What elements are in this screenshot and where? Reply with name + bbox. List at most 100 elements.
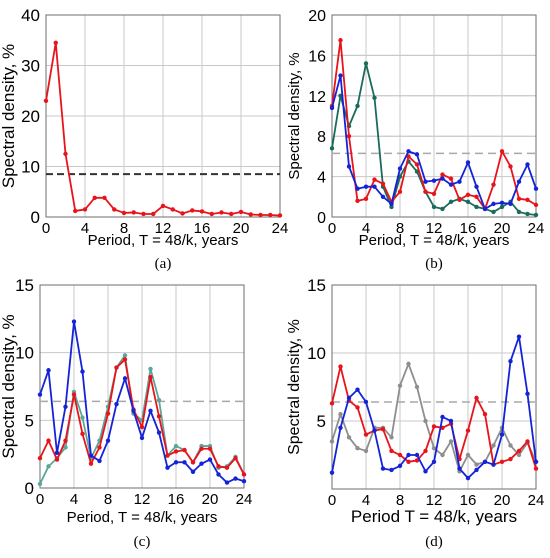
data-point [73,208,78,214]
data-point [431,178,437,183]
panel-label: (c) [134,534,151,550]
data-point [346,134,352,139]
data-point [406,361,411,367]
data-point [88,461,94,466]
y-axis-label: Spectral density, % [286,52,303,179]
x-tick-label: 0 [328,220,336,237]
data-point [414,384,420,390]
data-point [533,212,539,218]
data-point [499,204,505,210]
y-tick-label: 8 [317,129,326,146]
data-point [457,466,462,471]
data-point [329,401,335,406]
data-point [465,428,471,433]
data-point [82,207,88,212]
data-point [233,456,238,461]
data-point [241,472,247,477]
data-point [346,164,352,169]
data-point [389,467,394,473]
data-point [122,357,128,362]
data-point [329,470,335,475]
data-point [207,446,213,451]
data-point [355,446,360,451]
panel-label: (b) [425,256,443,272]
data-point [423,418,428,424]
data-point [80,415,85,420]
y-tick-label: 10 [15,344,34,363]
data-point [423,179,428,184]
data-point [199,209,205,214]
data-point [474,462,479,467]
data-point [233,476,238,481]
data-point [224,465,230,470]
plot-frame [39,284,245,489]
data-point [372,428,377,433]
data-point [440,206,445,212]
x-tick-label: 0 [36,491,44,508]
data-point [372,177,377,182]
data-point [114,365,119,370]
y-tick-label: 4 [317,170,326,187]
data-point [414,162,420,167]
data-point [474,184,479,189]
data-point [148,366,153,372]
y-tick-label: 15 [15,276,34,295]
data-point [423,189,428,194]
data-point [474,204,479,210]
data-point [329,105,335,111]
data-point [448,182,454,187]
data-point [525,439,530,444]
data-point [71,319,77,324]
data-point [423,469,428,474]
x-axis-label: Period, T = 48/k, years [67,509,218,526]
data-point [406,149,411,154]
y-tick-label: 15 [307,276,326,295]
data-point [406,452,411,458]
x-axis-label: Period T = 48/k, years [351,507,517,526]
y-tick-label: 0 [25,479,34,498]
data-point [37,456,43,461]
x-tick-label: 16 [460,220,477,237]
x-tick-label: 16 [168,491,185,508]
data-point [491,443,496,448]
data-point [508,164,513,169]
data-point [338,364,343,369]
data-point [141,211,146,217]
data-point [533,202,539,208]
y-tick-label: 0 [317,210,326,227]
data-point [199,461,204,466]
data-point [516,209,522,215]
data-point [355,103,360,109]
data-point [156,430,162,435]
data-point [355,198,360,204]
data-point [190,469,196,474]
data-point [156,414,162,419]
data-point [190,460,196,465]
data-point [389,435,394,440]
data-point [414,458,420,463]
data-point [363,184,369,189]
data-point [397,383,403,388]
data-point [465,452,471,458]
data-point [121,210,127,216]
x-tick-label: 20 [494,492,511,509]
data-point [465,192,471,197]
data-point [131,408,136,414]
data-point [431,204,437,210]
x-tick-label: 16 [194,220,211,237]
data-point [199,446,204,451]
data-point [165,453,170,458]
data-point [474,467,479,473]
data-point [363,61,369,66]
x-tick-label: 8 [396,492,404,509]
data-point [397,166,403,171]
y-tick-label: 12 [308,89,326,106]
y-axis-label: Spectral density, % [0,314,18,458]
data-point [397,452,403,458]
series-3 [329,73,539,212]
x-axis-label: Period, T = 48/k, years [359,232,510,249]
data-point [173,460,179,465]
panel-label: (a) [155,256,172,272]
data-point [338,425,343,430]
